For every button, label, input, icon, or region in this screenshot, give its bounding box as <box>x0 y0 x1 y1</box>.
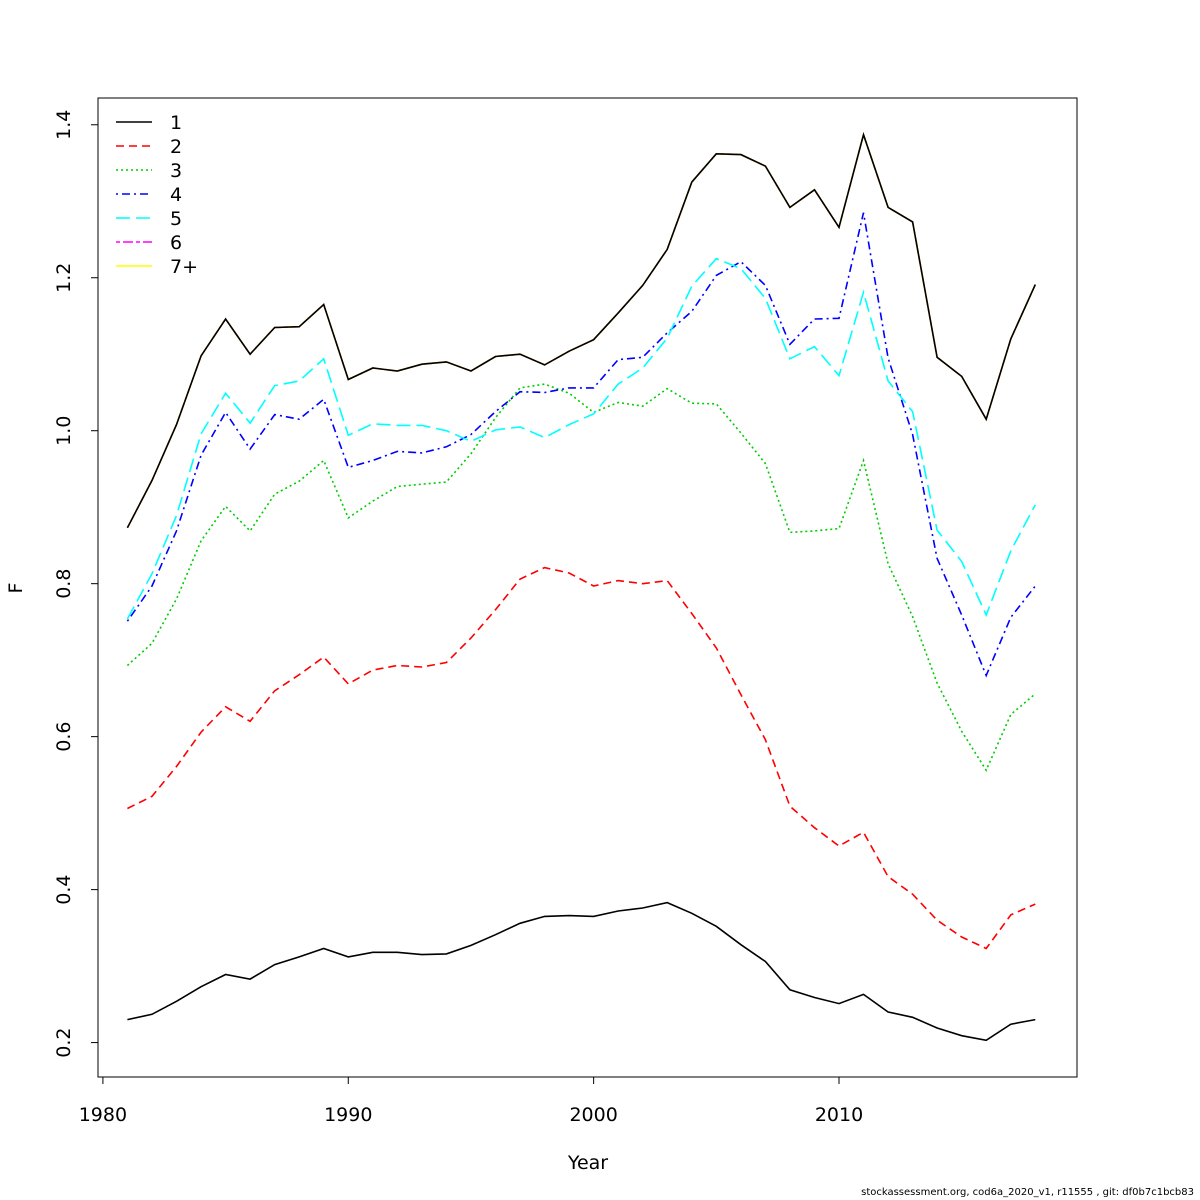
legend-label: 7+ <box>170 256 198 278</box>
series-line-3 <box>126 383 1036 773</box>
x-tick-label: 2000 <box>569 1104 617 1126</box>
legend-label: 1 <box>170 112 182 134</box>
x-tick-label: 1980 <box>79 1104 127 1126</box>
legend-label: 4 <box>170 184 182 206</box>
y-tick-label: 1.2 <box>53 263 75 293</box>
y-axis-title: F <box>5 583 27 594</box>
series-lines <box>126 131 1037 1042</box>
y-tick-label: 0.8 <box>53 569 75 599</box>
y-axis: 0.2 0.4 0.6 0.8 1.0 1.2 1.4 <box>53 110 99 1058</box>
series-line-2 <box>127 566 1036 950</box>
x-axis-title: Year <box>567 1152 608 1174</box>
plot-frame <box>97 97 1078 1078</box>
legend-label: 2 <box>170 136 182 158</box>
series-line-6 <box>126 131 1037 529</box>
series-line-5 <box>126 257 1037 620</box>
legend-label: 5 <box>170 208 182 230</box>
y-tick-label: 1.4 <box>53 110 75 140</box>
y-tick-label: 0.6 <box>53 722 75 752</box>
series-line-overlay <box>126 131 1037 529</box>
legend-label: 6 <box>170 232 182 254</box>
series-line-1 <box>127 901 1036 1042</box>
x-tick-label: 2010 <box>815 1104 863 1126</box>
y-tick-label: 0.2 <box>53 1027 75 1057</box>
y-tick-label: 0.4 <box>53 875 75 905</box>
series-line-4 <box>126 212 1036 678</box>
y-tick-label: 1.0 <box>53 416 75 446</box>
footer-credit: stockassessment.org, cod6a_2020_v1, r115… <box>861 1187 1194 1198</box>
x-tick-label: 1990 <box>324 1104 372 1126</box>
x-axis: 1980 1990 2000 2010 <box>79 1076 863 1126</box>
legend-label: 3 <box>170 160 182 182</box>
series-line-7plus <box>126 131 1037 529</box>
